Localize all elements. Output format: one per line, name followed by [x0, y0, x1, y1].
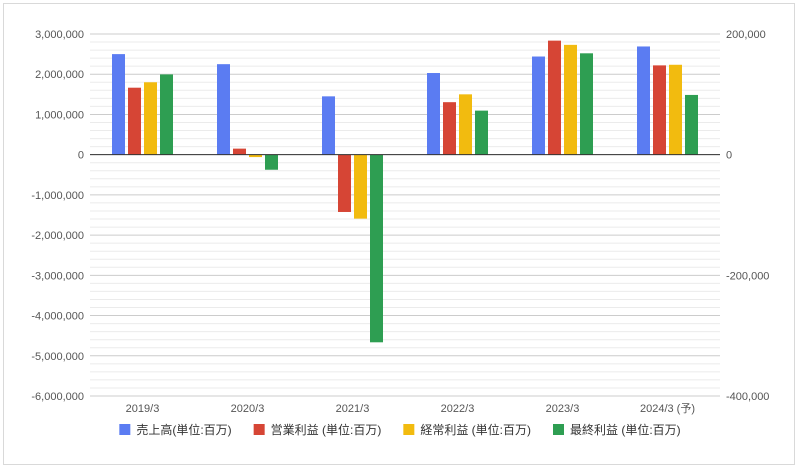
bar-2-20223	[443, 102, 456, 155]
x-tick-label: 2023/3	[546, 403, 580, 415]
legend-swatch	[253, 424, 265, 435]
left-tick-label: 2,000,000	[35, 69, 84, 81]
bar-3-20233	[564, 44, 577, 155]
legend-label: 売上高(単位:百万)	[136, 422, 231, 437]
bar-2-20193	[128, 87, 141, 155]
bar-2-20203	[233, 148, 246, 155]
left-axis-ticks: 3,000,000 2,000,000 1,000,000 0 -1,000,000 -2…	[31, 29, 84, 403]
left-tick-label: 0	[78, 150, 84, 162]
bar-4-20213	[370, 154, 383, 343]
bar-4-20233	[580, 53, 593, 155]
bar-3-20213	[354, 154, 367, 219]
bar-1-20243	[637, 46, 650, 155]
legend-label: 営業利益 (単位:百万)	[271, 422, 382, 437]
left-tick-label: 3,000,000	[35, 29, 84, 41]
bar-3-20203	[249, 154, 262, 158]
x-tick-label: 2019/3	[126, 403, 160, 415]
bar-1-20233	[532, 56, 545, 155]
right-axis-ticks: 200,000 0 -200,000 -400,000	[726, 29, 769, 403]
left-tick-label: -3,000,000	[31, 270, 84, 282]
legend-swatch	[553, 424, 564, 435]
bar-2-20233	[548, 40, 561, 155]
right-tick-label: -200,000	[726, 270, 769, 282]
bar-1-20193	[112, 54, 125, 155]
bar-4-20243	[685, 94, 698, 155]
bar-1-20203	[217, 64, 230, 155]
right-tick-label: 200,000	[726, 29, 766, 41]
left-tick-label: -4,000,000	[31, 311, 84, 323]
left-tick-label: -2,000,000	[31, 230, 84, 242]
bar-3-20193	[144, 82, 157, 155]
bars	[112, 40, 698, 343]
bar-2-20243	[653, 65, 666, 155]
left-tick-label: -5,000,000	[31, 351, 84, 363]
legend: 売上高(単位:百万) 営業利益 (単位:百万) 経常利益 (単位:百万) 最終利益 (…	[119, 422, 681, 437]
x-axis-ticks: 2019/3 2020/3 2021/3 2022/3 2023/3 2024/3 (予)	[126, 402, 695, 415]
left-tick-label: -1,000,000	[31, 190, 84, 202]
bar-4-20193	[160, 74, 173, 155]
x-tick-label: 2024/3 (予)	[640, 402, 695, 415]
bar-2-20213	[338, 154, 351, 212]
x-tick-label: 2021/3	[336, 403, 370, 415]
x-tick-label: 2022/3	[441, 403, 475, 415]
left-tick-label: 1,000,000	[35, 109, 84, 121]
bar-3-20223	[459, 94, 472, 155]
bar-1-20223	[427, 73, 440, 155]
x-tick-label: 2020/3	[231, 403, 265, 415]
bar-4-20223	[475, 110, 488, 155]
bar-1-20213	[322, 96, 335, 155]
right-tick-label: -400,000	[726, 391, 769, 403]
left-tick-label: -6,000,000	[31, 391, 84, 403]
right-tick-label: 0	[726, 150, 732, 162]
legend-swatch	[119, 424, 131, 435]
bar-3-20243	[669, 64, 682, 155]
bar-4-20203	[265, 154, 278, 170]
legend-label: 経常利益 (単位:百万)	[420, 422, 531, 437]
legend-label: 最終利益 (単位:百万)	[570, 422, 681, 437]
gridlines	[90, 33, 720, 397]
legend-swatch	[403, 424, 415, 435]
